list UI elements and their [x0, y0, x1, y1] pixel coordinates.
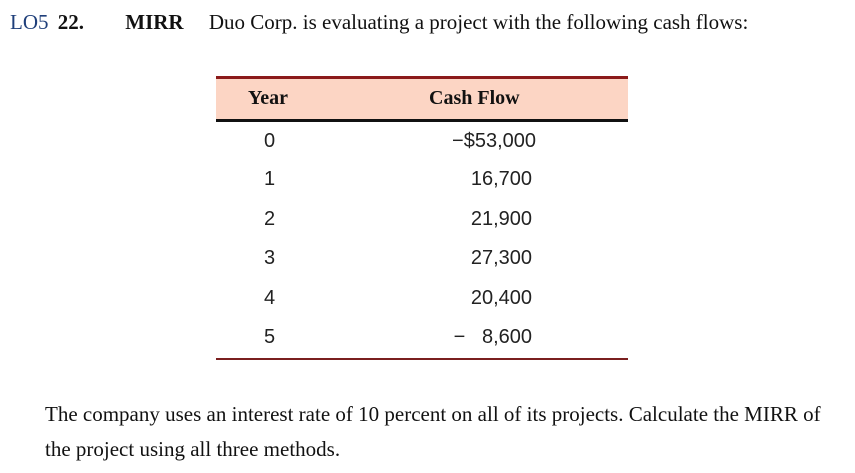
- column-header-cash-flow: Cash Flow: [429, 87, 520, 109]
- problem-number: 22.: [57, 10, 84, 34]
- cash-flow-cell: 20,400: [470, 286, 532, 309]
- table-row: 0 −$53,000: [216, 122, 628, 160]
- cash-flow-cell: 21,900: [470, 207, 532, 230]
- year-cell: 1: [264, 168, 276, 190]
- table-row: 5 − 8,600: [216, 318, 628, 358]
- cash-flow-cell: −$53,000: [452, 130, 536, 152]
- cash-flow-cell: − 8,600: [453, 326, 532, 348]
- table-row: 3 27,300: [216, 239, 628, 279]
- year-cell: 4: [264, 286, 276, 309]
- year-cell: 5: [264, 326, 276, 348]
- table-row: 4 20,400: [216, 279, 628, 319]
- year-cell: 0: [264, 130, 276, 152]
- problem-topic: MIRR: [125, 10, 184, 34]
- cash-flow-cell: 16,700: [470, 168, 532, 190]
- table-header: Year Cash Flow: [216, 76, 628, 122]
- problem-stem: Duo Corp. is evaluating a project with t…: [208, 10, 749, 34]
- year-cell: 2: [264, 207, 276, 230]
- column-header-year: Year: [248, 87, 288, 109]
- problem-instructions: The company uses an interest rate of 10 …: [45, 402, 821, 461]
- cash-flow-table: Year Cash Flow 0 −$53,000 1 16,700 2 21,…: [216, 76, 628, 360]
- cash-flow-cell: 27,300: [470, 247, 532, 269]
- problem-header: LO5 22. MIRR Duo Corp. is evaluating a p…: [10, 10, 748, 35]
- table-row: 1 16,700: [216, 160, 628, 200]
- year-cell: 3: [264, 247, 276, 269]
- table-row: 2 21,900: [216, 200, 628, 240]
- learning-objective: LO5: [10, 10, 49, 34]
- table-bottom-rule: [216, 357, 628, 360]
